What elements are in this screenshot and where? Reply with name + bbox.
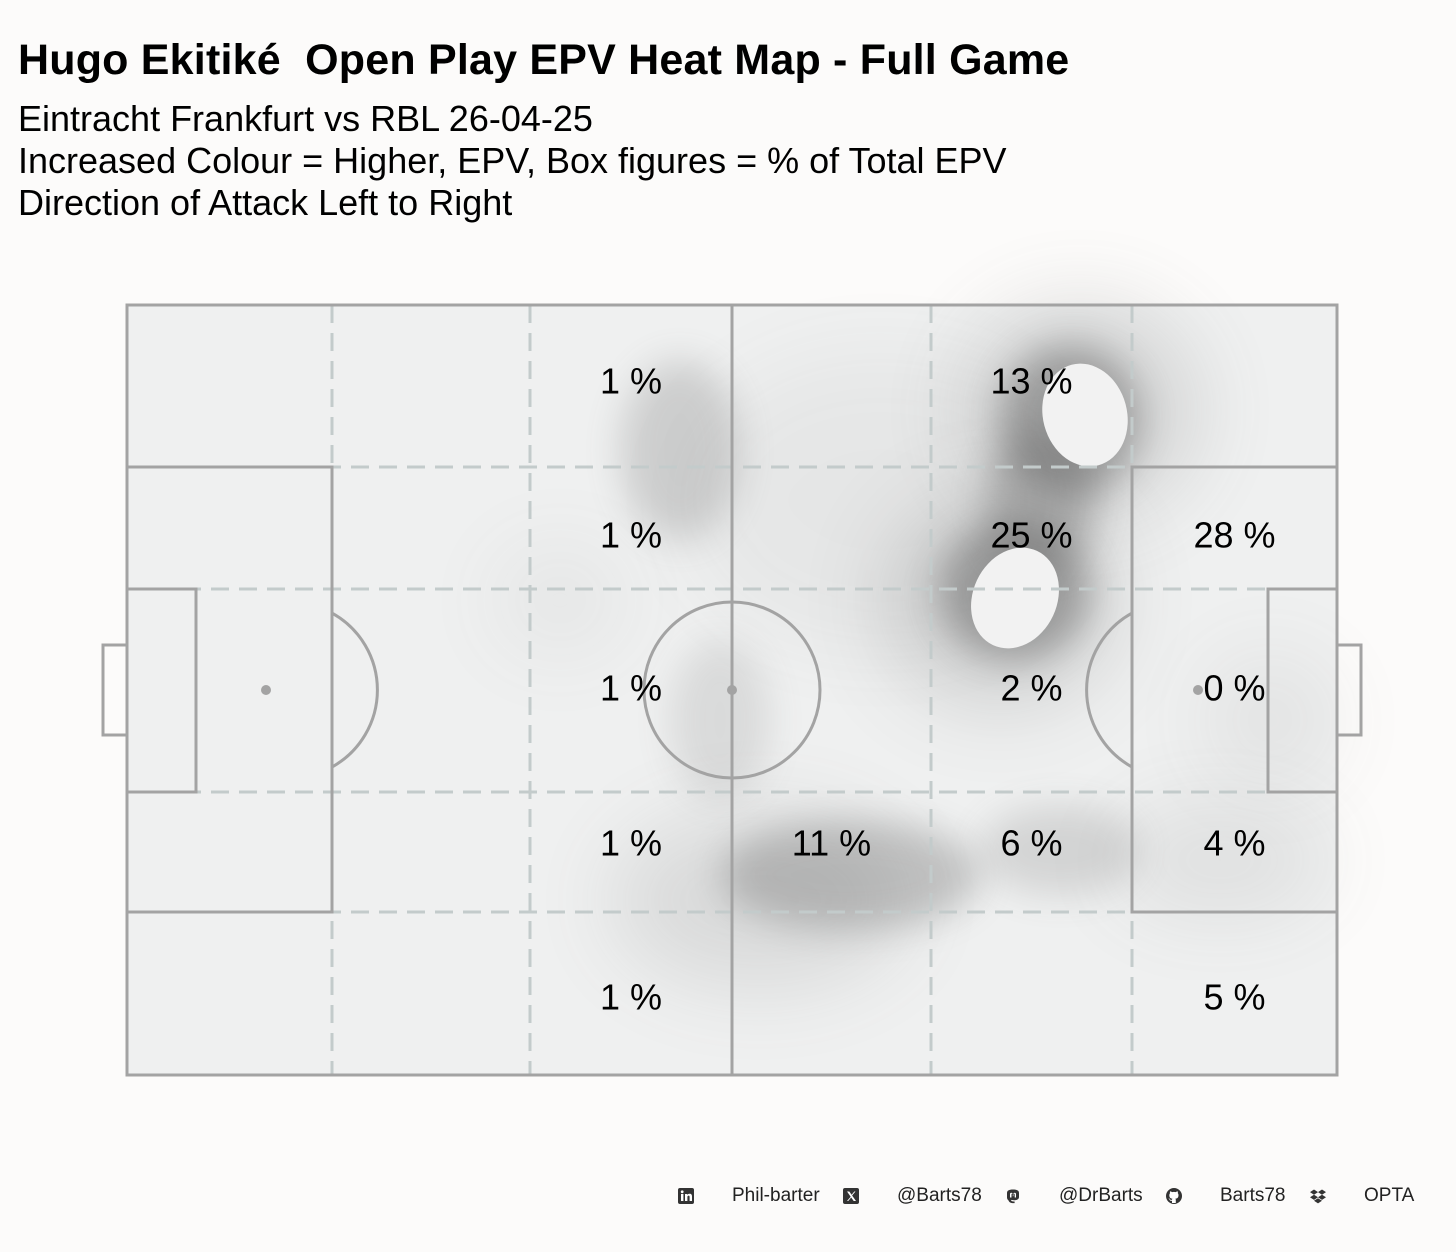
zone-label: 28 %	[1193, 515, 1275, 556]
zone-label: 4 %	[1203, 823, 1265, 864]
github-icon	[1165, 1187, 1183, 1205]
centre-spot	[727, 685, 737, 695]
chart-subtitle-3: Direction of Attack Left to Right	[18, 182, 513, 223]
chart-subtitle-2: Increased Colour = Higher, EPV, Box figu…	[18, 140, 1007, 181]
footer-label: @Barts78	[897, 1185, 982, 1206]
footer-label: OPTA	[1364, 1185, 1415, 1206]
hotspot-lower	[971, 547, 1059, 649]
zone-label: 1 %	[600, 668, 662, 709]
left-penalty-arc	[331, 611, 379, 769]
zone-label: 1 %	[600, 361, 662, 402]
density-blob	[670, 640, 770, 800]
density-blob	[1200, 650, 1340, 790]
zone-label: 25 %	[990, 515, 1072, 556]
centre-circle	[642, 600, 822, 780]
pitch-lines	[101, 303, 1363, 1077]
footer-label: @DrBarts	[1059, 1185, 1143, 1206]
footer-label: Phil-barter	[732, 1185, 820, 1206]
zone-label: 1 %	[600, 823, 662, 864]
zone-label: 1 %	[600, 977, 662, 1018]
right-penalty-spot	[1193, 685, 1203, 695]
left-goal	[101, 643, 129, 737]
right-goal	[1335, 643, 1363, 737]
density-blob	[1110, 800, 1330, 920]
density-blob	[490, 540, 630, 660]
mastodon-icon	[1004, 1187, 1022, 1205]
zone-label: 6 %	[1000, 823, 1062, 864]
x-icon	[842, 1187, 860, 1205]
footer-label: Barts78	[1220, 1185, 1286, 1206]
zone-label: 1 %	[600, 515, 662, 556]
zone-label: 11 %	[792, 823, 871, 864]
zone-label: 2 %	[1000, 668, 1062, 709]
right-penalty-arc	[1085, 611, 1133, 769]
zone-label: 13 %	[990, 361, 1072, 402]
chart-subtitle-1: Eintracht Frankfurt vs RBL 26-04-25	[18, 98, 593, 139]
dropbox-icon	[1309, 1187, 1327, 1205]
linkedin-icon	[677, 1187, 695, 1205]
zone-label: 5 %	[1203, 977, 1265, 1018]
zone-labels: 1 % 13 % 1 % 25 % 28 % 1 % 2 % 0 % 1 % 11 % 6 % 4 %…	[600, 361, 1276, 1018]
hotspot-upper	[1042, 363, 1128, 467]
density-blob	[610, 810, 910, 990]
left-penalty-spot	[261, 685, 271, 695]
zone-label: 0 %	[1203, 668, 1265, 709]
chart-title: Hugo Ekitiké Open Play EPV Heat Map - Fu…	[18, 36, 1070, 84]
density-layer	[490, 300, 1340, 990]
density-blob	[980, 805, 1140, 895]
